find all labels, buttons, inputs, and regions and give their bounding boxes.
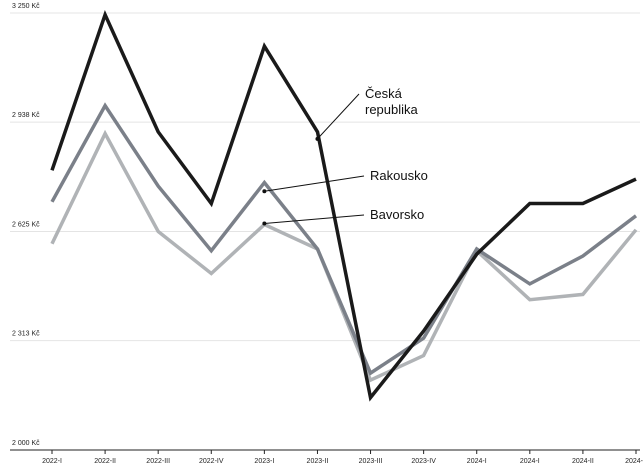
x-tick-label: 2023-IV: [411, 458, 436, 465]
label-leader-line: [264, 175, 365, 192]
x-tick-label: 2023-I: [254, 458, 274, 465]
x-tick-label: 2024-II: [572, 458, 594, 465]
x-tick-label: 2024-I: [467, 458, 487, 465]
label-leader-line: [317, 93, 360, 140]
series-line-česká-republika: [50, 9, 637, 402]
series-label: Česká: [365, 86, 403, 101]
series-label: Bavorsko: [370, 207, 424, 222]
label-leader-dot: [262, 221, 267, 226]
grid-layer: [10, 12, 640, 451]
x-tick-label: 2022-II: [94, 458, 116, 465]
x-tick-label: 2022-IV: [199, 458, 224, 465]
y-tick-label: 3 250 Kč: [12, 3, 40, 10]
y-tick-label: 2 938 Kč: [12, 112, 40, 119]
label-leader-dot: [262, 189, 267, 194]
y-tick-label: 2 000 Kč: [12, 440, 40, 447]
x-tick-label: 2022-I: [42, 458, 62, 465]
x-tick-label: 2022-III: [146, 458, 170, 465]
x-tick-label: 2024-II: [625, 458, 643, 465]
label-leader-dot: [315, 136, 320, 141]
x-tick-label: 2023-II: [307, 458, 329, 465]
y-tick-label: 2 625 Kč: [12, 222, 40, 229]
x-axis-ticks: 2022-I 2022-II 2022-III 2022-IV 2023-I 2023-I…: [42, 450, 643, 465]
y-axis-ticks: 2 000 Kč 2 313 Kč 2 625 Kč 2 938 Kč 3 250 Kč: [12, 3, 40, 447]
x-tick-label: 2023-III: [359, 458, 383, 465]
series-label: Rakousko: [370, 168, 428, 183]
series-label: republika: [365, 102, 419, 117]
series-line-rakousko: [50, 102, 638, 376]
label-leader-line: [264, 214, 365, 224]
y-tick-label: 2 313 Kč: [12, 331, 40, 338]
series-lines: [50, 9, 638, 402]
x-tick-label: 2024-I: [520, 458, 540, 465]
